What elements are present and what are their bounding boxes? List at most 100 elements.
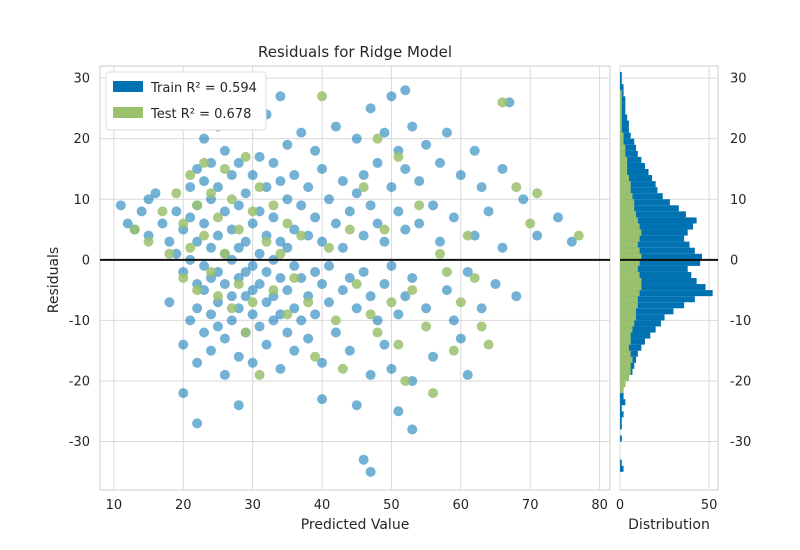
test-histogram-bar [620,102,622,109]
test-point [268,285,279,296]
train-point [372,157,383,168]
train-point [199,176,210,187]
legend: Train R² = 0.594 Test R² = 0.678 [105,71,267,131]
y-tick-label: 0 [82,253,90,268]
test-histogram-bar [620,223,640,230]
train-point [400,224,411,235]
x-axis-label: Predicted Value [301,517,410,533]
test-histogram-bar [620,253,642,260]
train-point [462,266,473,277]
train-histogram-bar [620,162,645,169]
train-point [414,218,425,229]
train-point [455,333,466,344]
y-tick-label: -30 [69,435,90,450]
train-point [386,260,397,271]
test-point [310,351,321,362]
train-point [462,369,473,380]
test-point [178,273,189,283]
test-point [199,230,210,241]
train-point [254,206,265,217]
test-histogram-bar [620,96,622,103]
train-point [421,303,432,314]
train-point [192,303,203,314]
test-point [303,297,314,308]
test-histogram-bar [620,175,629,182]
train-point [441,285,452,296]
test-histogram-bar [620,308,637,315]
test-point [247,206,258,217]
dist-x-tick-label: 50 [701,498,718,513]
train-histogram-bar [620,138,635,145]
train-point [240,266,251,277]
train-point [219,279,230,290]
test-point [455,297,466,308]
train-point [310,145,321,156]
train-histogram-bar [620,259,701,266]
test-histogram-bar [620,199,635,206]
test-histogram-bar [620,114,622,121]
train-point [490,279,501,290]
train-point [199,133,210,144]
train-point [247,357,258,368]
train-histogram-bar [620,338,645,345]
test-point [393,151,404,162]
legend-swatch-test [113,107,143,118]
test-histogram-bar [620,387,624,394]
test-point [178,218,189,229]
test-point [240,151,251,162]
train-point [212,182,223,193]
train-point [448,212,459,223]
train-point [268,315,279,326]
test-point [233,279,244,290]
train-point [247,260,258,271]
train-histogram-bar [620,326,656,333]
train-point [532,230,543,241]
train-histogram-bar [620,290,713,297]
test-point [511,182,522,193]
test-point [525,218,536,229]
train-histogram-bar [620,411,624,418]
train-point [317,163,328,174]
train-point [421,139,432,150]
train-point [386,182,397,193]
test-histogram-bar [620,144,626,151]
train-histogram-bar [620,90,624,97]
train-histogram-bar [620,150,638,157]
train-point [199,260,210,271]
train-point [143,194,154,205]
train-histogram-bar [620,459,622,466]
train-point [226,315,237,326]
test-point [185,170,196,181]
train-histogram-bar [620,72,622,79]
dist-y-tick-label: 20 [730,132,747,147]
train-point [289,303,300,314]
y-tick-label: -20 [69,374,90,389]
test-point [393,339,404,350]
test-point [365,309,376,320]
train-point [337,285,348,296]
test-point [296,230,307,241]
test-point [407,285,418,296]
train-point [233,200,244,211]
train-point [476,303,487,314]
y-tick-label: 10 [73,193,90,208]
test-histogram-bar [620,368,631,375]
test-point [212,212,223,223]
train-histogram-bar [620,144,637,151]
train-point [219,206,230,217]
train-point [282,139,293,150]
scatter-x-tick-labels: 10 20 30 40 50 60 70 80 [106,498,608,513]
train-point [289,170,300,181]
train-point [323,297,334,308]
train-histogram-bar [620,168,649,176]
test-point [414,200,425,211]
train-point [261,182,272,193]
test-point [206,188,217,199]
train-point [233,351,244,362]
train-histogram-bar [620,296,695,303]
train-point [303,333,314,344]
train-point [303,230,314,241]
y-axis-label: Residuals [46,247,62,313]
test-point [289,273,300,283]
train-point [157,218,168,229]
